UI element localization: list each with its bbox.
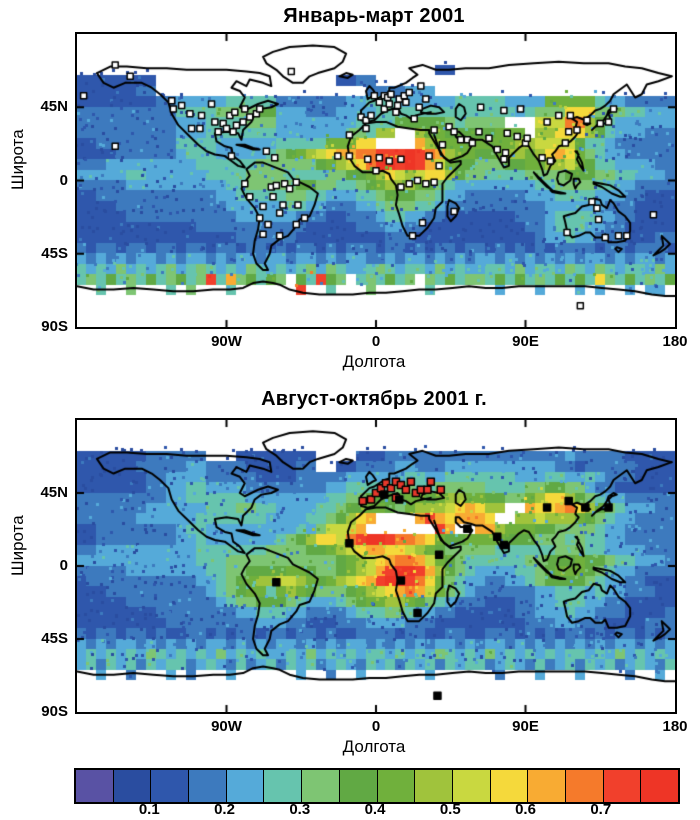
colorbar-label-0.4: 0.4 xyxy=(364,801,386,818)
panel-1-xlabel: Долгота xyxy=(342,352,406,371)
colorbar-cell-14 xyxy=(603,770,642,802)
colorbar-label-0.3: 0.3 xyxy=(289,801,311,818)
panel-1-title: Январь-март 2001 xyxy=(283,5,465,27)
colorbar-label-0.5: 0.5 xyxy=(439,801,461,818)
ytick-label-0: 0 xyxy=(59,557,68,574)
ytick-label-90S: 90S xyxy=(41,703,68,720)
colorbar-cell-8 xyxy=(377,770,416,802)
panel-2-title: Август-октябрь 2001 г. xyxy=(261,388,487,410)
panel-1-map xyxy=(75,32,677,329)
xtick-label-90W: 90W xyxy=(211,333,242,350)
colorbar-label-0.7: 0.7 xyxy=(590,801,612,818)
colorbar xyxy=(74,768,680,804)
ytick-label-45N: 45N xyxy=(40,98,68,116)
ytick-label-45S: 45S xyxy=(41,630,68,647)
colorbar-cell-3 xyxy=(189,770,227,802)
colorbar-cell-12 xyxy=(528,770,566,802)
map-1-canvas xyxy=(77,34,675,327)
copyright-watermark: ©IPCC 2007: WG1-AR4 xyxy=(672,560,696,730)
xtick-label-180: 180 xyxy=(662,333,688,350)
xtick-label-90E: 90E xyxy=(512,718,539,735)
xtick-label-90W: 90W xyxy=(211,718,242,735)
ytick-label-90S: 90S xyxy=(41,318,68,335)
xtick-label-0: 0 xyxy=(371,718,381,735)
colorbar-cell-5 xyxy=(264,770,303,802)
panel-2-map xyxy=(75,418,677,714)
colorbar-cell-4 xyxy=(226,770,265,802)
xtick-label-180: 180 xyxy=(662,718,688,735)
xtick-label-0: 0 xyxy=(371,333,381,350)
colorbar-label-0.1: 0.1 xyxy=(138,801,160,818)
ytick-label-45S: 45S xyxy=(41,244,68,262)
colorbar-cell-15 xyxy=(641,770,678,802)
colorbar-cell-9 xyxy=(415,770,453,802)
ytick-label-45N: 45N xyxy=(40,484,68,501)
colorbar-cell-11 xyxy=(490,770,529,802)
colorbar-cell-7 xyxy=(339,770,378,802)
colorbar-cell-13 xyxy=(565,770,604,802)
map-2-canvas xyxy=(77,420,675,712)
colorbar-cell-1 xyxy=(113,770,152,802)
colorbar-label-0.2: 0.2 xyxy=(214,801,235,818)
colorbar-cell-2 xyxy=(151,770,190,802)
panel-2-xlabel: Долгота xyxy=(342,737,406,756)
colorbar-cell-10 xyxy=(452,770,491,802)
ytick-label-0: 0 xyxy=(59,171,68,189)
xtick-label-90E: 90E xyxy=(512,333,539,350)
colorbar-cell-6 xyxy=(302,770,340,802)
colorbar-label-0.6: 0.6 xyxy=(515,801,536,818)
colorbar-cell-0 xyxy=(76,770,114,802)
